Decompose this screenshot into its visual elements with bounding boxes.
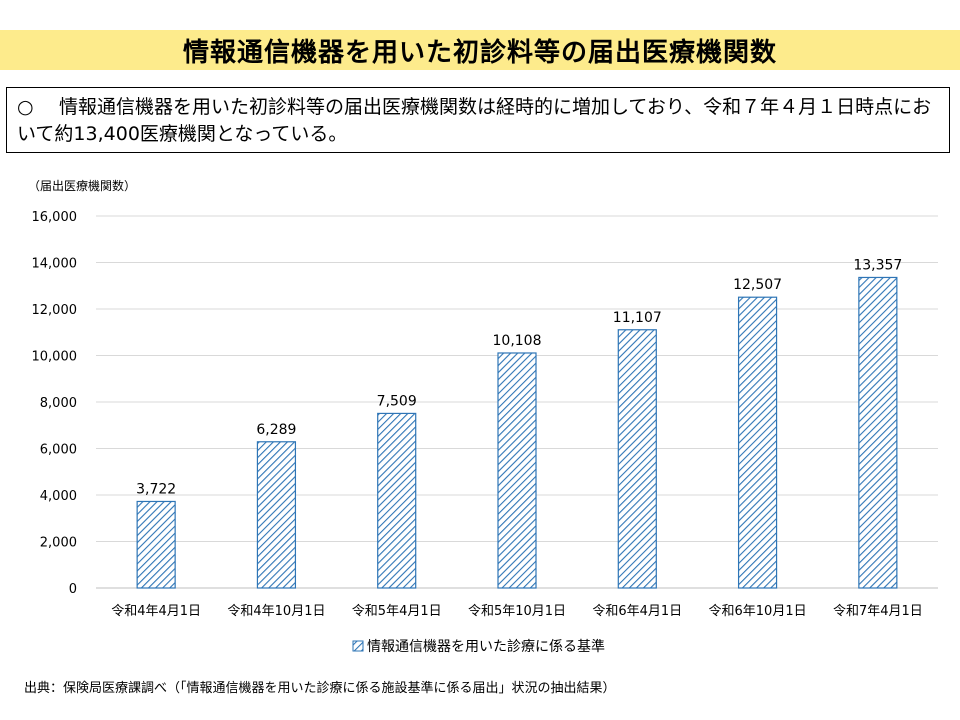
page-title-text: 情報通信機器を用いた初診料等の届出医療機関数: [182, 37, 777, 68]
x-tick-label: 令和7年4月1日: [833, 604, 923, 619]
y-axis-label: （届出医療機関数）: [28, 178, 136, 193]
data-labels: 3,722 6,289 7,509 10,108 11,107 12,507 13,357: [136, 257, 902, 497]
summary-bullet: ○: [17, 96, 34, 118]
y-tick-label: 12,000: [32, 303, 78, 318]
data-label: 11,107: [613, 310, 662, 326]
legend: 情報通信機器を用いた診療に係る基準: [352, 638, 605, 655]
x-tick-label: 令和5年4月1日: [352, 604, 442, 619]
bars: [136, 276, 898, 589]
bar: [737, 296, 778, 589]
y-tick-label: 8,000: [40, 396, 77, 411]
source-note: 出典：保険局医療課調べ（「情報通信機器を用いた診療に係る施設基準に係る届出」状況…: [24, 681, 616, 696]
x-tick-label: 令和6年10月1日: [709, 604, 807, 619]
page-title: 情報通信機器を用いた初診料等の届出医療機関数: [0, 30, 960, 70]
x-tick-labels: 令和4年4月1日 令和4年10月1日 令和5年4月1日 令和5年10月1日 令和6年4月…: [111, 604, 923, 619]
data-label: 3,722: [136, 481, 176, 497]
data-label: 6,289: [256, 422, 296, 438]
data-label: 12,507: [733, 277, 782, 293]
bar: [377, 412, 417, 589]
y-tick-label: 0: [69, 582, 77, 597]
bar: [497, 352, 537, 589]
x-tick-label: 令和4年10月1日: [227, 604, 325, 619]
summary-box: ○ 情報通信機器を用いた初診料等の届出医療機関数は経時的に増加しており、令和７年４…: [6, 87, 950, 153]
y-tick-label: 4,000: [40, 489, 77, 504]
bar: [858, 276, 898, 589]
y-tick-label: 6,000: [40, 443, 77, 458]
y-tick-label: 10,000: [32, 350, 78, 365]
data-label: 10,108: [493, 333, 542, 349]
y-tick-label: 14,000: [32, 257, 78, 272]
y-tick-label: 16,000: [32, 210, 78, 225]
bar: [617, 329, 657, 589]
data-label: 7,509: [377, 393, 417, 409]
x-tick-label: 令和6年4月1日: [592, 604, 682, 619]
bar: [256, 441, 297, 589]
summary-text: 情報通信機器を用いた初診料等の届出医療機関数は経時的に増加しており、令和７年４月…: [17, 96, 932, 145]
x-tick-label: 令和4年4月1日: [111, 604, 201, 619]
legend-label: 情報通信機器を用いた診療に係る基準: [367, 638, 605, 655]
legend-swatch: [352, 640, 364, 652]
bar: [136, 500, 176, 589]
y-tick-labels: 0 2,000 4,000 6,000 8,000 10,000 12,000 14,000 1…: [32, 210, 78, 597]
data-label: 13,357: [853, 257, 902, 273]
bar-chart: （届出医療機関数） 0 2,000 4,000 6,000 8,000 10,000 12,…: [28, 178, 938, 655]
y-tick-label: 2,000: [40, 536, 77, 551]
x-tick-label: 令和5年10月1日: [468, 604, 566, 619]
